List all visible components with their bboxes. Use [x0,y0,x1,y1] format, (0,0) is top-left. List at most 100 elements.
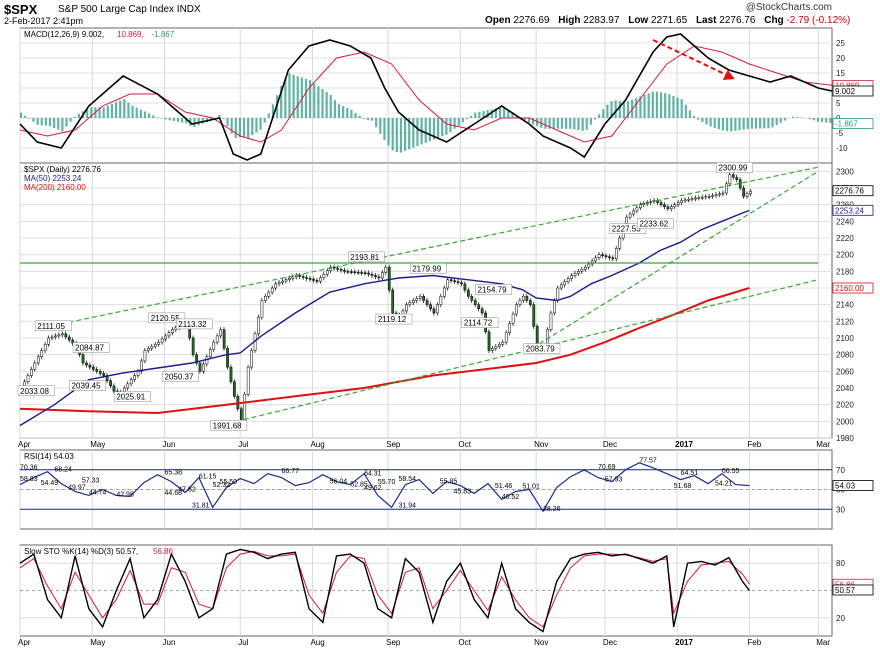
legend-entry: Slow STO %K(14) %D(3) 50.57, [24,547,138,556]
candle-body [718,194,720,195]
macd-hist-bar [817,118,819,122]
candle-body [732,175,734,178]
candle-body [667,207,669,209]
candle-body [223,330,225,349]
macd-hist-bar [829,118,831,123]
macd-hist-bar [193,118,195,127]
macd-hist-bar [685,105,687,118]
open-value: 2276.69 [513,15,549,26]
candle-body [278,282,280,283]
candle-body [519,301,521,305]
candle-body [206,357,208,364]
price-candles [20,172,752,424]
candle-body [350,272,352,273]
candle-body [498,344,500,346]
macd-hist-bar [676,97,678,118]
candle-body [316,280,318,281]
price-annotation-label: 2083.79 [526,345,555,354]
macd-hist-bar [305,79,307,118]
candle-body [457,282,459,283]
macd-hist-bar [577,118,579,130]
candle-body [326,271,328,275]
macd-hist-bar [20,113,22,118]
candle-body [299,276,301,277]
candle-body [564,282,566,285]
candle-body [478,305,480,309]
candle-body [264,296,266,300]
macd-hist-bar [53,118,55,128]
candle-body [550,313,552,330]
candle-body [288,278,290,279]
price-annotation: 2084.87 [73,343,109,353]
value-box-label: 2276.76 [835,187,864,196]
macd-hist-bar [565,118,567,129]
candle-body [161,339,163,342]
value-box-label: 54.03 [835,482,856,491]
index-name: S&P 500 Large Cap Index INDX [58,4,201,15]
macd-hist-bar [379,118,381,134]
macd-hist-bar [177,118,179,122]
macd-hist-bar [49,118,51,126]
candle-body [701,197,703,198]
month-label: Aug [310,440,324,449]
macd-hist-bar [656,92,658,118]
candle-body [509,323,511,332]
month-label: Sep [386,638,401,647]
macd-hist-bar [354,113,356,118]
price-annotation: 2050.37 [163,371,199,381]
candle-body [381,273,383,278]
candle-body [96,369,98,371]
macd-hist-bar [771,118,773,127]
macd-hist-bar [131,106,133,118]
macd-hist-bar [152,115,154,118]
macd-hist-bar [701,118,703,122]
macd-hist-bar [755,118,757,129]
y-tick-label: 2180 [836,267,854,276]
macd-hist-bar [173,118,175,121]
value-box: 54.03 [833,481,873,491]
macd-hist-bar [297,76,299,118]
price-annotation: 2300.99 [716,163,752,173]
candle-body [440,296,442,304]
price-annotation-label: 2179.99 [412,264,441,273]
candle-body [460,283,462,284]
month-label: Jun [163,440,176,449]
candle-body [127,384,129,388]
candle-body [309,278,311,279]
candle-body [144,351,146,361]
macd-hist-bar [780,118,782,123]
candle-body [216,336,218,342]
y-tick-label: 2240 [836,217,854,226]
candle-body [419,296,421,298]
candle-body [134,376,136,380]
candle-body [663,205,665,207]
candle-body [82,355,84,363]
macd-hist-bar [454,118,456,129]
macd-hist-bar [718,118,720,129]
macd-hist-bar [499,108,501,118]
macd-hist-bar [429,118,431,141]
macd-hist-bar [767,118,769,128]
macd-hist-bar [668,94,670,118]
candle-body [233,382,235,397]
rsi-annotation: 77.57 [639,457,657,464]
candle-body [522,296,524,300]
candle-body [168,333,170,336]
macd-hist-bar [115,102,117,118]
low-label: Low [628,15,648,26]
candle-body [670,207,672,209]
macd-hist-bar [41,118,43,126]
candle-body [464,284,466,290]
candle-body [151,346,153,348]
macd-hist-bar [74,117,76,118]
macd-hist-bar [251,118,253,135]
trendline [213,280,819,428]
y-tick-label: 15 [836,69,845,78]
legend-entry: -1.867 [152,30,175,39]
candle-body [746,194,748,197]
macd-hist-bar [598,114,600,118]
candle-body [505,333,507,342]
y-tick-label: 1980 [836,434,854,443]
month-label: Feb [747,440,761,449]
